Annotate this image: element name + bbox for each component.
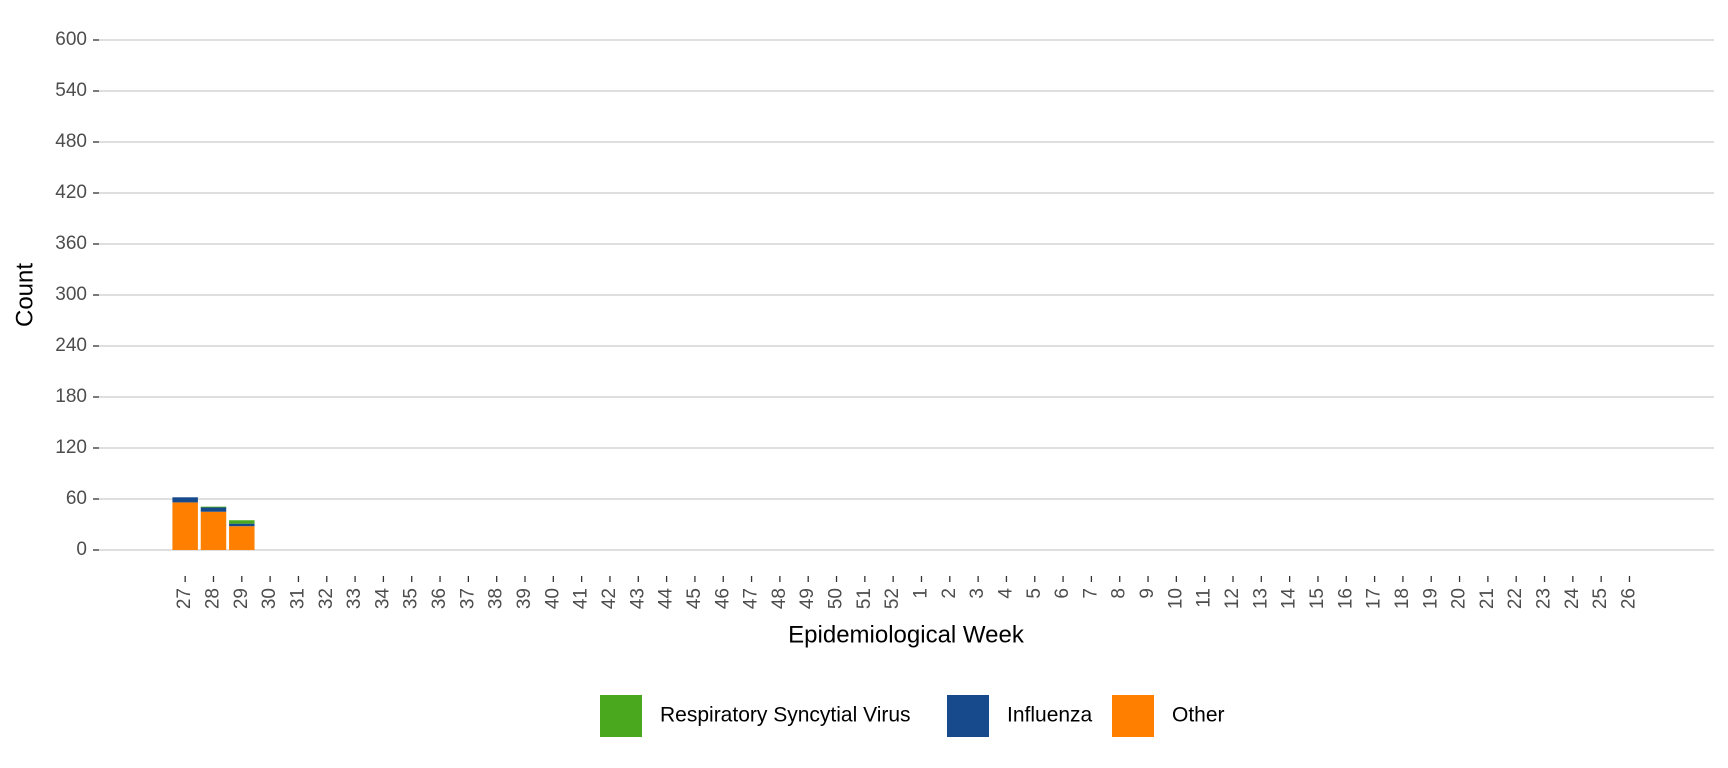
legend-label: Influenza — [1007, 704, 1093, 727]
bar-segment — [229, 520, 255, 524]
y-tick-label: 480 — [55, 131, 87, 152]
x-tick-label: 30 — [259, 588, 280, 609]
legend-label: Other — [1172, 704, 1225, 727]
x-tick-label: 18 — [1392, 588, 1413, 609]
bar-segment — [229, 526, 255, 550]
x-tick-label: 36 — [429, 588, 450, 609]
x-tick-label: 32 — [316, 588, 337, 609]
x-tick-label: 8 — [1109, 588, 1130, 599]
x-tick-label: 1 — [910, 588, 931, 599]
x-tick-label: 42 — [599, 588, 620, 609]
x-tick-label: 13 — [1250, 588, 1271, 609]
x-tick-label: 49 — [797, 588, 818, 609]
x-tick-label: 14 — [1279, 588, 1300, 610]
x-tick-label: 37 — [457, 588, 478, 609]
x-tick-label: 27 — [174, 588, 195, 609]
x-tick-label: 20 — [1449, 588, 1470, 609]
x-tick-label: 33 — [344, 588, 365, 609]
y-tick-label: 600 — [55, 29, 87, 50]
x-tick-label: 40 — [542, 588, 563, 609]
x-tick-label: 41 — [571, 588, 592, 609]
x-tick-label: 15 — [1307, 588, 1328, 609]
x-tick-label: 11 — [1194, 588, 1215, 608]
legend-label: Respiratory Syncytial Virus — [660, 704, 911, 727]
x-tick-label: 28 — [202, 588, 223, 609]
bar-segment — [172, 497, 198, 503]
x-tick-label: 19 — [1420, 588, 1441, 609]
x-tick-label: 12 — [1222, 588, 1243, 609]
y-tick-label: 180 — [55, 386, 87, 407]
x-tick-label: 22 — [1505, 588, 1526, 609]
x-tick-label: 4 — [995, 588, 1016, 599]
x-tick-label: 45 — [684, 588, 705, 609]
x-tick-label: 47 — [741, 588, 762, 609]
x-tick-label: 46 — [712, 588, 733, 609]
y-tick-label: 0 — [76, 539, 87, 560]
x-tick-label: 44 — [656, 588, 677, 610]
x-tick-label: 10 — [1165, 588, 1186, 609]
x-tick-label: 6 — [1052, 588, 1073, 599]
y-tick-label: 60 — [66, 488, 87, 509]
x-tick-label: 3 — [967, 588, 988, 599]
x-tick-label: 25 — [1590, 588, 1611, 609]
y-tick-label: 540 — [55, 80, 87, 101]
legend-key — [600, 695, 642, 737]
y-tick-label: 420 — [55, 182, 87, 203]
x-tick-label: 29 — [231, 588, 252, 609]
y-tick-label: 240 — [55, 335, 87, 356]
x-tick-label: 34 — [372, 588, 393, 610]
x-tick-label: 38 — [486, 588, 507, 609]
legend-key — [947, 695, 989, 737]
x-tick-label: 5 — [1024, 588, 1045, 599]
x-tick-label: 31 — [287, 588, 308, 609]
x-tick-label: 23 — [1534, 588, 1555, 609]
x-tick-label: 24 — [1562, 588, 1583, 610]
y-tick-label: 360 — [55, 233, 87, 254]
x-tick-label: 52 — [882, 588, 903, 609]
x-axis-title: Epidemiological Week — [788, 621, 1025, 648]
y-axis-title: Count — [11, 263, 38, 327]
y-tick-label: 120 — [55, 437, 87, 458]
x-tick-label: 2 — [939, 588, 960, 599]
bar-segment — [200, 506, 227, 508]
x-tick-label: 51 — [854, 588, 875, 609]
x-tick-label: 21 — [1477, 588, 1498, 609]
legend-key — [1112, 695, 1154, 737]
x-tick-label: 43 — [627, 588, 648, 609]
x-tick-label: 7 — [1080, 588, 1101, 599]
bar-segment — [172, 502, 198, 550]
y-tick-label: 300 — [55, 284, 87, 305]
bar-segment — [200, 507, 227, 512]
x-tick-label: 39 — [514, 588, 535, 609]
bar-segment — [229, 523, 255, 527]
bar-segment — [200, 511, 227, 550]
x-tick-label: 16 — [1335, 588, 1356, 609]
x-tick-label: 50 — [826, 588, 847, 609]
x-tick-label: 17 — [1364, 588, 1385, 609]
x-tick-label: 9 — [1137, 588, 1158, 599]
x-tick-label: 35 — [401, 588, 422, 609]
x-tick-label: 48 — [769, 588, 790, 609]
x-tick-label: 26 — [1618, 588, 1639, 609]
